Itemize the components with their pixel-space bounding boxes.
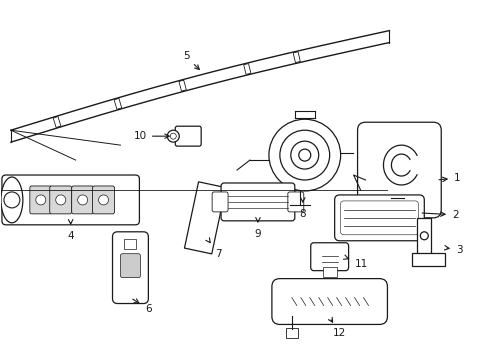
Ellipse shape — [1, 177, 23, 223]
FancyBboxPatch shape — [357, 122, 440, 218]
Text: 11: 11 — [343, 255, 367, 269]
Text: 4: 4 — [67, 220, 74, 241]
Circle shape — [420, 232, 427, 240]
FancyBboxPatch shape — [92, 186, 114, 214]
FancyBboxPatch shape — [221, 183, 294, 221]
Circle shape — [298, 149, 310, 161]
Text: 8: 8 — [299, 198, 305, 219]
Text: 5: 5 — [183, 51, 199, 69]
FancyBboxPatch shape — [271, 279, 386, 324]
Text: 10: 10 — [134, 131, 169, 141]
Polygon shape — [114, 98, 122, 109]
FancyBboxPatch shape — [50, 186, 72, 214]
FancyBboxPatch shape — [334, 195, 424, 241]
Polygon shape — [416, 218, 430, 258]
Polygon shape — [53, 117, 61, 127]
Text: 2: 2 — [421, 210, 458, 220]
FancyBboxPatch shape — [30, 186, 52, 214]
FancyBboxPatch shape — [124, 239, 136, 249]
FancyBboxPatch shape — [175, 126, 201, 146]
FancyBboxPatch shape — [310, 243, 348, 271]
Polygon shape — [293, 52, 300, 63]
Circle shape — [56, 195, 65, 205]
Circle shape — [268, 119, 340, 191]
FancyBboxPatch shape — [287, 192, 303, 212]
FancyBboxPatch shape — [72, 186, 93, 214]
Polygon shape — [184, 182, 225, 254]
Text: 7: 7 — [205, 238, 221, 259]
Text: 12: 12 — [328, 317, 346, 338]
Circle shape — [36, 195, 46, 205]
Polygon shape — [411, 253, 444, 266]
FancyBboxPatch shape — [322, 267, 336, 276]
Text: 6: 6 — [132, 299, 151, 315]
FancyBboxPatch shape — [112, 232, 148, 303]
Text: 1: 1 — [438, 173, 460, 183]
Circle shape — [78, 195, 87, 205]
Circle shape — [4, 192, 20, 208]
Polygon shape — [179, 80, 186, 91]
FancyBboxPatch shape — [340, 201, 417, 235]
Circle shape — [170, 133, 176, 139]
Text: 9: 9 — [254, 217, 261, 239]
FancyBboxPatch shape — [212, 192, 227, 212]
Circle shape — [279, 130, 329, 180]
FancyBboxPatch shape — [285, 328, 297, 338]
FancyBboxPatch shape — [120, 254, 140, 278]
Circle shape — [99, 195, 108, 205]
Text: 3: 3 — [444, 245, 462, 255]
Polygon shape — [243, 64, 250, 75]
FancyBboxPatch shape — [2, 175, 139, 225]
Circle shape — [290, 141, 318, 169]
Circle shape — [167, 130, 179, 142]
